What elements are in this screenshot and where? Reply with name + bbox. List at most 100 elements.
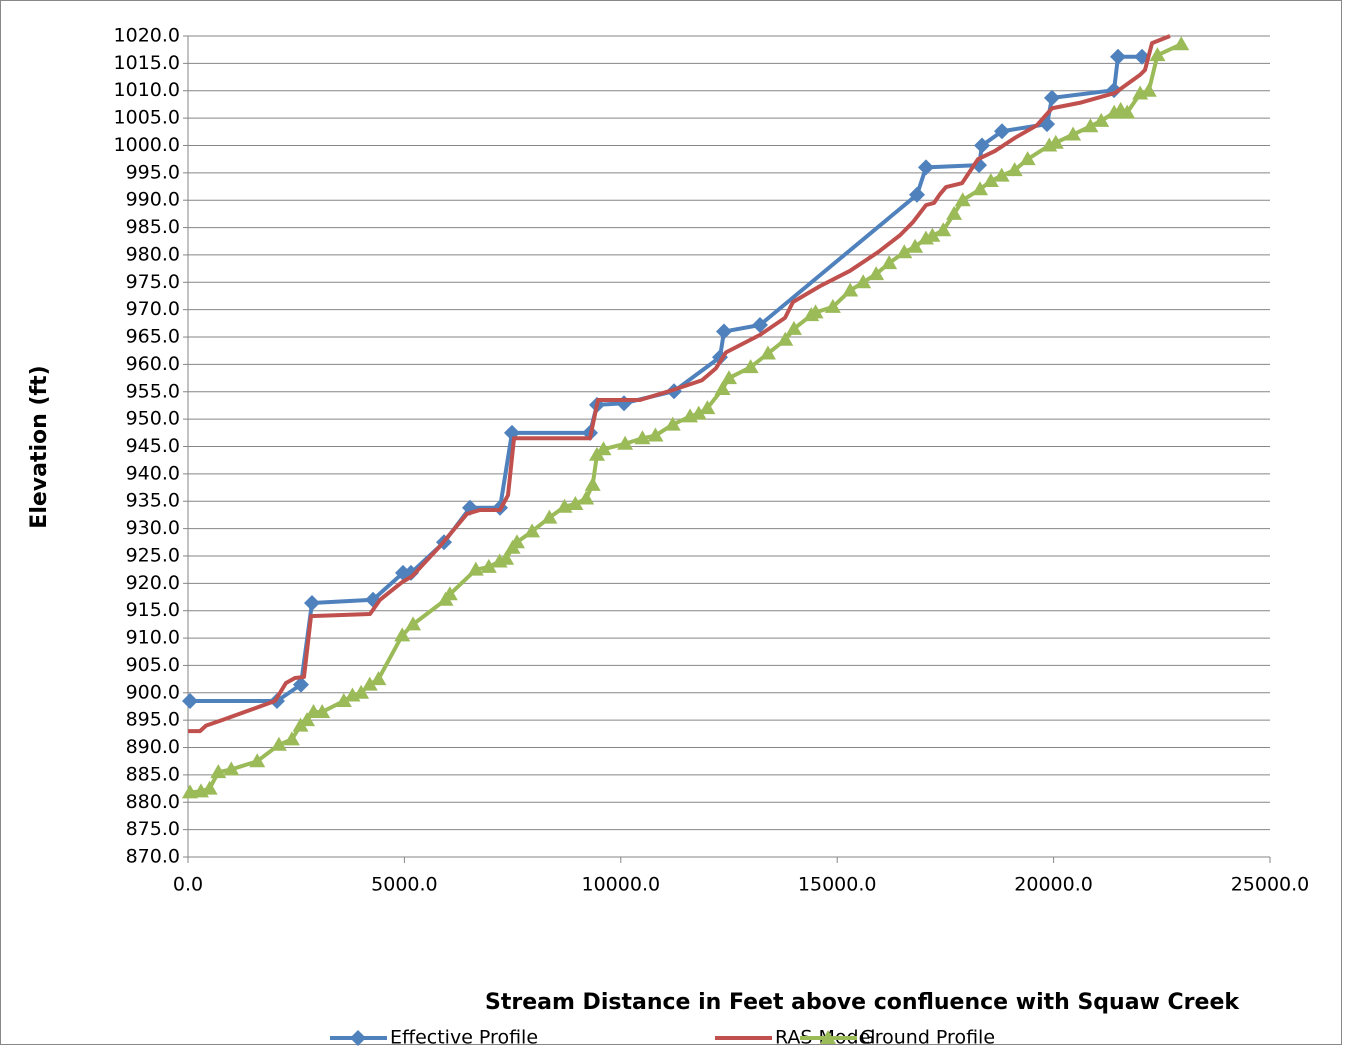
y-tick-label: 915.0 — [126, 599, 180, 621]
marker — [1019, 151, 1036, 166]
x-axis-title: Stream Distance in Feet above confluence… — [485, 990, 1240, 1015]
marker — [1140, 82, 1157, 97]
marker — [270, 736, 287, 751]
marker — [405, 616, 422, 631]
marker — [714, 381, 731, 396]
marker — [314, 703, 331, 718]
y-tick-label: 955.0 — [126, 380, 180, 402]
marker — [1110, 48, 1127, 65]
marker — [868, 266, 885, 281]
marker — [353, 684, 370, 699]
marker — [742, 359, 759, 374]
marker — [974, 137, 991, 154]
y-tick-label: 910.0 — [126, 627, 180, 649]
marker — [820, 1030, 836, 1044]
marker — [918, 159, 935, 176]
marker — [896, 244, 913, 259]
marker — [370, 671, 387, 686]
y-tick-label: 1010.0 — [114, 79, 180, 101]
marker — [647, 427, 664, 442]
marker — [335, 693, 352, 708]
y-tick-label: 965.0 — [126, 326, 180, 348]
marker — [715, 323, 732, 340]
marker — [935, 222, 952, 237]
marker — [909, 186, 926, 203]
y-tick-label: 990.0 — [126, 189, 180, 211]
marker — [498, 550, 515, 565]
y-tick-label: 880.0 — [126, 791, 180, 813]
marker — [777, 331, 794, 346]
y-tick-label: 950.0 — [126, 408, 180, 430]
marker — [524, 523, 541, 538]
marker — [1065, 126, 1082, 141]
marker — [223, 761, 240, 776]
y-tick-label: 1000.0 — [114, 134, 180, 156]
marker — [181, 784, 198, 799]
legend-label: Effective Profile — [390, 1027, 538, 1049]
y-tick-label: 1020.0 — [114, 25, 180, 47]
x-tick-label: 25000.0 — [1231, 874, 1310, 896]
legend-label: Ground Profile — [860, 1027, 995, 1049]
marker — [541, 509, 558, 524]
y-tick-label: 1005.0 — [114, 107, 180, 129]
marker — [1173, 36, 1190, 51]
y-tick-label: 960.0 — [126, 353, 180, 375]
marker — [699, 400, 716, 415]
y-tick-label: 935.0 — [126, 490, 180, 512]
y-tick-label: 985.0 — [126, 216, 180, 238]
y-tick-label: 970.0 — [126, 298, 180, 320]
marker — [361, 676, 378, 691]
marker — [785, 320, 802, 335]
y-tick-label: 890.0 — [126, 736, 180, 758]
y-tick-label: 980.0 — [126, 243, 180, 265]
y-tick-label: 1015.0 — [114, 52, 180, 74]
marker — [690, 405, 707, 420]
marker — [595, 441, 612, 456]
x-tick-label: 10000.0 — [582, 874, 661, 896]
y-tick-label: 925.0 — [126, 544, 180, 566]
y-tick-label: 920.0 — [126, 572, 180, 594]
marker — [350, 1030, 366, 1046]
y-tick-label: 945.0 — [126, 435, 180, 457]
marker — [303, 595, 320, 612]
marker — [1119, 104, 1136, 119]
marker — [824, 298, 841, 313]
marker — [480, 558, 497, 573]
marker — [1149, 47, 1166, 62]
marker — [954, 192, 971, 207]
marker — [1047, 134, 1064, 149]
marker — [807, 304, 824, 319]
y-tick-label: 900.0 — [126, 681, 180, 703]
x-tick-label: 0.0 — [173, 874, 203, 896]
marker — [972, 181, 989, 196]
marker — [924, 227, 941, 242]
y-tick-label: 995.0 — [126, 161, 180, 183]
marker — [249, 753, 266, 768]
marker — [1082, 118, 1099, 133]
marker — [721, 370, 737, 385]
marker — [617, 435, 634, 450]
marker — [994, 123, 1011, 140]
marker — [634, 430, 651, 445]
marker — [508, 534, 525, 549]
marker — [210, 764, 227, 779]
series-line — [188, 34, 1171, 734]
marker — [1006, 162, 1023, 177]
marker — [181, 693, 198, 710]
marker — [584, 476, 601, 491]
y-tick-label: 875.0 — [126, 818, 180, 840]
marker — [881, 255, 898, 270]
y-axis-title: Elevation (ft) — [27, 365, 52, 528]
x-tick-label: 20000.0 — [1014, 874, 1093, 896]
marker — [394, 627, 411, 642]
marker — [467, 561, 484, 576]
marker — [855, 274, 872, 289]
marker — [299, 712, 316, 727]
marker — [664, 416, 681, 431]
marker — [283, 731, 300, 746]
y-tick-label: 870.0 — [126, 846, 180, 868]
marker — [1093, 112, 1110, 127]
y-tick-label: 930.0 — [126, 517, 180, 539]
marker — [907, 238, 924, 253]
